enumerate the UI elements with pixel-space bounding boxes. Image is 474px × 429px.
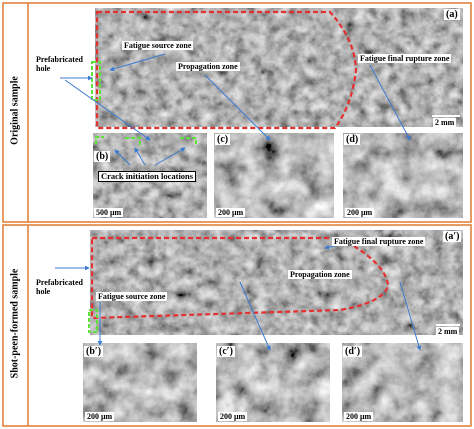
scale-label: 2 mm (436, 327, 460, 336)
panel-label: (c′) (217, 346, 235, 357)
panel-label: (b) (94, 151, 111, 162)
sem-image (343, 133, 463, 218)
fracture-image (95, 8, 463, 127)
scale-label: 200 μm (216, 208, 246, 217)
annotation: Prefabricated hole (36, 55, 83, 73)
panel-label: (a) (444, 9, 460, 20)
panel-label: (d) (344, 134, 361, 145)
initiation-marker (95, 136, 197, 146)
scale-label: 200 μm (218, 412, 248, 421)
panel-frame (2, 2, 472, 223)
zone-outline (95, 10, 358, 130)
zone-outline (90, 236, 390, 320)
fracture-image (90, 230, 463, 335)
arrows (55, 53, 422, 351)
annotation: Propagation zone (288, 270, 352, 279)
side-label: Original sample (9, 76, 21, 145)
annotation: Fatigue final rupture zone (332, 237, 426, 246)
source-marker (88, 309, 98, 333)
panel-label: (b′) (84, 346, 104, 357)
sem-image (216, 343, 330, 422)
scale-label: 200 μm (344, 412, 374, 421)
panel-label: (a′) (443, 231, 462, 242)
scale-label: 200 μm (85, 412, 115, 421)
annotation: Propagation zone (176, 62, 240, 71)
sem-image (214, 133, 334, 218)
panel-label: (d′) (343, 346, 363, 357)
side-label: Shot-peen-formed sample (9, 268, 21, 379)
source-marker (91, 61, 101, 101)
annotation: Fatigue final rupture zone (358, 54, 452, 63)
scale-label: 500 μm (94, 208, 124, 217)
panel-frame (2, 224, 472, 427)
scale-label: 200 μm (345, 208, 375, 217)
panel-label: (c) (215, 134, 231, 145)
annotation: Fatigue source zone (96, 292, 168, 301)
annotation: Fatigue source zone (122, 41, 194, 50)
annotation: Prefabricated hole (36, 278, 83, 296)
scale-label: 2 mm (433, 118, 457, 127)
sem-image (342, 343, 463, 422)
annotation: Crack initiation locations (98, 171, 197, 182)
